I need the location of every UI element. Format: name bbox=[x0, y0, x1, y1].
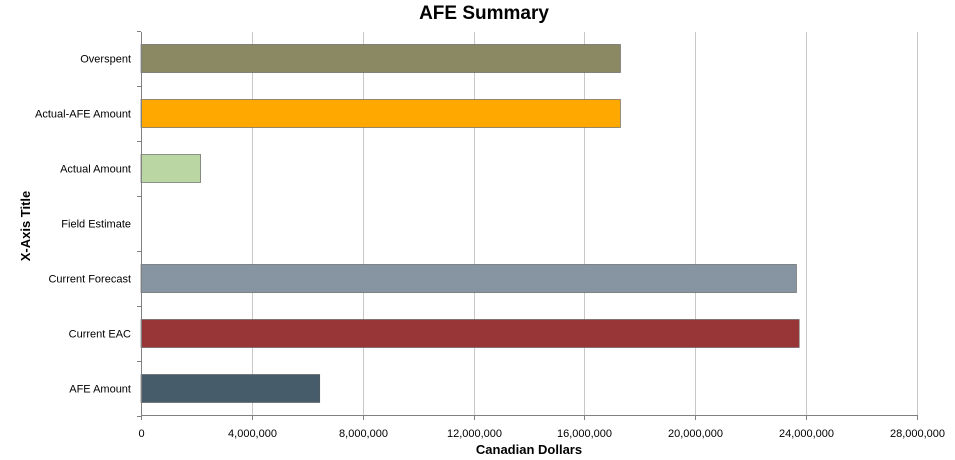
bars bbox=[140, 44, 800, 403]
category-label: Current Forecast bbox=[48, 274, 131, 286]
value-tick-label: 28,000,000 bbox=[890, 428, 945, 440]
value-tick-label: 4,000,000 bbox=[228, 428, 277, 440]
category-label: Field Estimate bbox=[61, 219, 131, 231]
value-tick-label: 0 bbox=[138, 428, 144, 440]
chart-title: AFE Summary bbox=[419, 3, 549, 24]
value-tick-labels: 0 4,000,000 8,000,000 12,000,000 16,000,000 2… bbox=[138, 428, 945, 440]
bar bbox=[140, 154, 201, 183]
value-tick-label: 24,000,000 bbox=[779, 428, 834, 440]
category-label: Actual-AFE Amount bbox=[35, 109, 131, 121]
value-tick-label: 12,000,000 bbox=[447, 428, 502, 440]
category-labels: Overspent Actual-AFE Amount Actual Amount F… bbox=[35, 54, 131, 396]
value-tick-label: 16,000,000 bbox=[557, 428, 612, 440]
y-axis-title: X-Axis Title bbox=[18, 191, 33, 262]
bar bbox=[140, 264, 797, 293]
grid-lines bbox=[252, 32, 918, 415]
axes bbox=[137, 31, 918, 420]
value-tick-label: 20,000,000 bbox=[668, 428, 723, 440]
category-label: Current EAC bbox=[69, 329, 131, 341]
bar bbox=[140, 374, 321, 403]
category-label: Overspent bbox=[80, 54, 131, 66]
category-label: Actual Amount bbox=[60, 164, 131, 176]
x-axis-title: Canadian Dollars bbox=[476, 442, 582, 457]
bar bbox=[140, 99, 621, 128]
bar bbox=[140, 44, 621, 73]
value-tick-label: 8,000,000 bbox=[339, 428, 388, 440]
bar bbox=[140, 319, 800, 348]
category-label: AFE Amount bbox=[69, 384, 131, 396]
